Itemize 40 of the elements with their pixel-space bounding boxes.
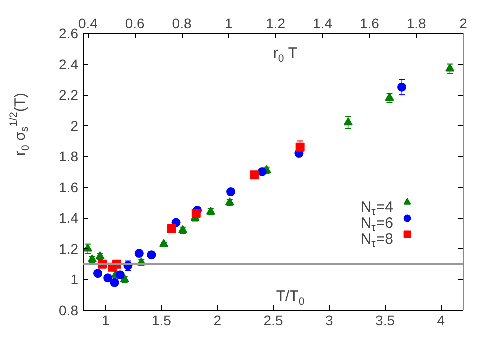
point: [258, 168, 267, 176]
x-tick-label: 1: [102, 312, 110, 328]
point: [385, 93, 394, 101]
x2-tick-label: 0.4: [78, 16, 98, 32]
x-tick-label: 3.5: [376, 312, 396, 328]
point: [344, 118, 353, 126]
y-tick-label: 2.2: [59, 87, 79, 104]
x2-tick-label: 0.6: [125, 16, 146, 32]
x2-tick-label: 2: [460, 16, 468, 32]
y-tick-label: 1.2: [59, 240, 79, 257]
y-tick-label: 1.8: [59, 148, 79, 165]
point: [446, 64, 455, 72]
y-axis-title: r0 σs1/2(T): [8, 92, 32, 156]
x-tick-label: 2.5: [264, 312, 284, 328]
y-tick-label: 0.8: [59, 302, 79, 318]
point: [192, 209, 201, 218]
point: [250, 170, 259, 180]
y-tick-label: 1.4: [59, 210, 79, 226]
y-tick-label: 2.4: [59, 56, 79, 72]
y-tick-label: 1: [70, 272, 79, 288]
x-tick-label: 2: [214, 312, 222, 328]
x-tick-label: 1.5: [152, 312, 172, 328]
y-tick-label: 2: [70, 118, 79, 134]
x-tick-label: 4: [437, 312, 446, 328]
point: [104, 274, 113, 283]
point: [296, 142, 305, 152]
x2-tick-label: 1: [225, 16, 234, 32]
y-tick-label: 1.6: [59, 179, 79, 196]
x2-tick-label: 1.2: [266, 16, 286, 32]
point: [159, 239, 168, 248]
x2-tick-label: 1.4: [313, 16, 333, 32]
y-tick-label: 2.6: [59, 26, 79, 42]
point: [84, 244, 92, 252]
point: [167, 224, 176, 234]
x2-tick-label: 0.8: [172, 16, 192, 32]
x2-tick-label: 1.6: [360, 16, 380, 32]
point: [94, 269, 103, 278]
point: [398, 82, 407, 92]
x2-tick-label: 1.8: [406, 16, 427, 32]
x-tick-label: 3: [325, 312, 334, 328]
